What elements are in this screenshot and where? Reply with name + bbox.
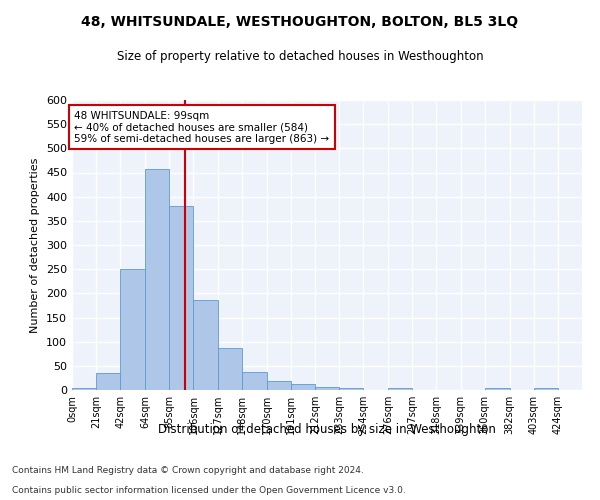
Text: Contains HM Land Registry data © Crown copyright and database right 2024.: Contains HM Land Registry data © Crown c… [12,466,364,475]
Text: 48, WHITSUNDALE, WESTHOUGHTON, BOLTON, BL5 3LQ: 48, WHITSUNDALE, WESTHOUGHTON, BOLTON, B… [82,15,518,29]
Y-axis label: Number of detached properties: Number of detached properties [31,158,40,332]
Bar [120,269,145,390]
Bar [218,348,242,390]
Bar [315,386,339,390]
Bar [291,384,315,390]
Bar [169,206,193,390]
Text: Size of property relative to detached houses in Westhoughton: Size of property relative to detached ho… [116,50,484,63]
Bar [72,388,96,390]
Bar [485,388,510,390]
Text: Distribution of detached houses by size in Westhoughton: Distribution of detached houses by size … [158,422,496,436]
Bar [145,169,169,390]
Bar [339,388,363,390]
Bar [193,300,218,390]
Text: Contains public sector information licensed under the Open Government Licence v3: Contains public sector information licen… [12,486,406,495]
Bar [388,388,412,390]
Bar [96,373,120,390]
Text: 48 WHITSUNDALE: 99sqm
← 40% of detached houses are smaller (584)
59% of semi-det: 48 WHITSUNDALE: 99sqm ← 40% of detached … [74,110,329,144]
Bar [242,372,267,390]
Bar [267,381,291,390]
Bar [534,388,558,390]
